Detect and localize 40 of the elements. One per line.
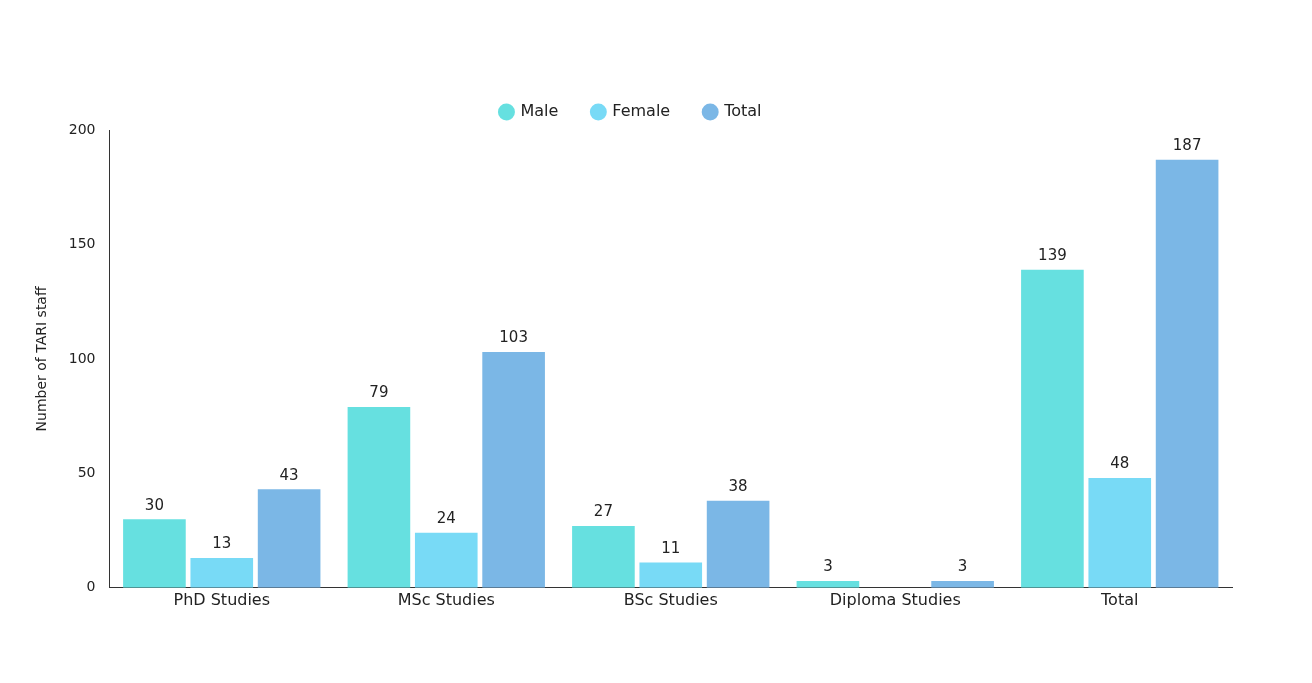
x-tick-label: Total [1100, 589, 1139, 609]
y-tick-label: 100 [68, 349, 96, 366]
data-label: 48 [1110, 454, 1130, 473]
bar [706, 500, 770, 588]
y-tick-label: 200 [68, 120, 96, 137]
bar [347, 406, 411, 588]
bar [482, 352, 545, 588]
data-label: 3 [957, 557, 968, 576]
data-label: 139 [1038, 246, 1067, 265]
x-tick-label: MSc Studies [397, 589, 495, 609]
x-tick-label: Diploma Studies [829, 589, 961, 609]
bar [572, 526, 635, 588]
y-tick-label: 150 [68, 235, 96, 252]
bar [1021, 269, 1084, 588]
data-label: 24 [436, 509, 456, 528]
legend-label: Total [723, 101, 762, 121]
data-label: 3 [823, 557, 833, 576]
bar [190, 558, 254, 588]
y-tick-label: 0 [86, 578, 96, 595]
data-label: 103 [499, 328, 528, 347]
data-label: 38 [728, 477, 748, 496]
data-label: 13 [212, 534, 232, 553]
legend-label: Female [612, 101, 671, 121]
y-tick-label: 50 [77, 463, 96, 480]
data-label: 79 [369, 383, 389, 402]
y-axis-title: Number of TARI staff [33, 286, 50, 432]
x-tick-label: BSc Studies [623, 589, 718, 609]
data-label: 11 [661, 539, 681, 558]
bar [1088, 477, 1152, 588]
data-label: 27 [593, 502, 613, 521]
x-tick-label: PhD Studies [173, 589, 271, 609]
bar [414, 532, 478, 588]
bar [257, 489, 321, 588]
data-label: 43 [279, 465, 299, 484]
data-label: 30 [144, 495, 164, 514]
data-label: 187 [1172, 136, 1202, 155]
bar [1155, 159, 1219, 588]
legend-label: Male [520, 101, 559, 121]
bar [639, 562, 703, 588]
bar [123, 519, 186, 588]
